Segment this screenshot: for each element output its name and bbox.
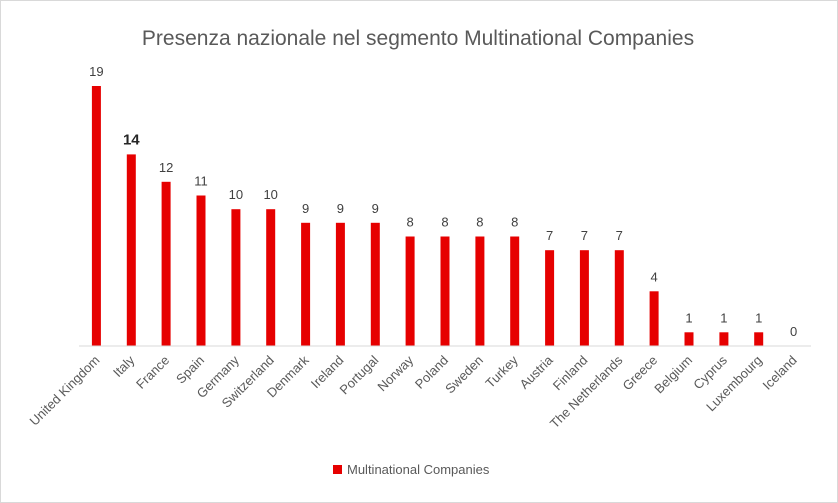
value-label-belgium: 1 xyxy=(685,310,692,325)
value-label-the-netherlands: 7 xyxy=(616,228,623,243)
tick-label-sweden: Sweden xyxy=(442,353,486,397)
value-label-iceland: 0 xyxy=(790,324,797,339)
value-label-austria: 7 xyxy=(546,228,553,243)
bar-the-netherlands xyxy=(614,250,624,346)
tick-label-iceland: Iceland xyxy=(759,353,799,393)
legend-label: Multinational Companies xyxy=(347,462,490,477)
tick-label-belgium: Belgium xyxy=(651,353,695,397)
value-label-portugal: 9 xyxy=(372,201,379,216)
tick-label-austria: Austria xyxy=(516,352,556,392)
value-label-poland: 8 xyxy=(441,215,448,230)
bar-denmark xyxy=(301,222,311,346)
tick-label-france: France xyxy=(133,353,172,392)
value-label-spain: 11 xyxy=(194,174,208,189)
value-label-france: 12 xyxy=(159,160,173,175)
value-label-united-kingdom: 19 xyxy=(89,64,103,79)
value-label-turkey: 8 xyxy=(511,215,518,230)
bar-belgium xyxy=(684,332,694,346)
bar-portugal xyxy=(370,222,380,346)
bar-cyprus xyxy=(719,332,729,346)
tick-label-united-kingdom: United Kingdom xyxy=(27,353,103,429)
bar-turkey xyxy=(510,236,520,346)
bar-sweden xyxy=(475,236,485,346)
value-label-norway: 8 xyxy=(406,215,413,230)
bar-france xyxy=(161,181,171,346)
tick-label-italy: Italy xyxy=(110,352,138,380)
tick-label-norway: Norway xyxy=(374,352,416,394)
bar-finland xyxy=(579,250,589,346)
tick-label-turkey: Turkey xyxy=(482,352,521,391)
value-label-germany: 10 xyxy=(229,187,243,202)
value-label-ireland: 9 xyxy=(337,201,344,216)
bar-austria xyxy=(545,250,555,346)
bar-italy xyxy=(126,154,136,346)
chart-title: Presenza nazionale nel segmento Multinat… xyxy=(142,27,694,50)
value-label-italy: 14 xyxy=(123,131,140,148)
value-label-finland: 7 xyxy=(581,228,588,243)
bar-spain xyxy=(196,195,206,346)
value-label-cyprus: 1 xyxy=(720,310,727,325)
bars-group xyxy=(91,86,764,346)
bar-norway xyxy=(405,236,415,346)
bar-poland xyxy=(440,236,450,346)
tick-label-portugal: Portugal xyxy=(337,352,382,397)
bar-switzerland xyxy=(266,209,276,346)
value-label-denmark: 9 xyxy=(302,201,309,216)
value-label-sweden: 8 xyxy=(476,215,483,230)
bar-greece xyxy=(649,291,659,346)
legend-swatch xyxy=(333,465,342,474)
bar-ireland xyxy=(335,222,345,346)
bar-united-kingdom xyxy=(91,86,101,346)
value-label-greece: 4 xyxy=(650,269,657,284)
value-label-luxembourg: 1 xyxy=(755,310,762,325)
value-label-switzerland: 10 xyxy=(263,187,277,202)
bar-germany xyxy=(231,209,241,346)
bar-luxembourg xyxy=(754,332,764,346)
legend: Multinational Companies xyxy=(333,462,490,477)
